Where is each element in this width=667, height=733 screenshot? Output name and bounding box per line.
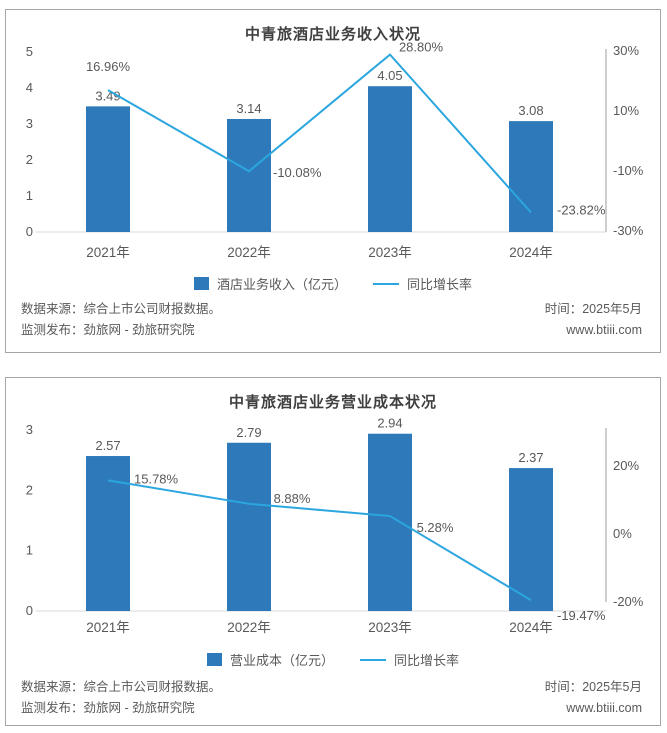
cost-chart-panel: 中青旅酒店业务营业成本状况 3 2 1 0 20% 0% -20% 2.57 2.79 2.94 2… (5, 377, 661, 726)
data-source-line: 数据来源：综合上市公司财报数据。 (21, 302, 222, 316)
bar-value-label: 3.08 (518, 103, 543, 118)
x-axis-category-label: 2023年 (368, 620, 412, 635)
x-axis-category-label: 2023年 (368, 245, 412, 260)
bar (227, 118, 271, 232)
legend-item-bar: 营业成本（亿元） (206, 650, 334, 669)
bar-value-label: 2.37 (518, 450, 543, 465)
bar-value-label: 2.94 (377, 416, 402, 431)
chart-legend: 营业成本（亿元） 同比增长率 (6, 650, 660, 669)
footer-meta-block: 时间：2025年5月 www.btiii.com (545, 677, 642, 719)
report-time: 时间：2025年5月 (544, 302, 642, 316)
report-time: 时间：2025年5月 (544, 680, 642, 694)
growth-point-label: -19.47% (557, 608, 606, 623)
x-axis-category-label: 2021年 (86, 620, 130, 635)
bar-value-label: 3.49 (95, 88, 120, 103)
growth-point-label: -10.08% (273, 165, 322, 180)
left-axis-tick: 3 (26, 422, 33, 437)
footer-source-block: 数据来源：综合上市公司财报数据。 监测发布：劲旅网 - 劲旅研究院 (21, 299, 221, 341)
left-axis-tick: 3 (26, 116, 33, 131)
left-axis-tick: 0 (26, 224, 33, 239)
legend-label-line: 同比增长率 (407, 277, 473, 292)
left-axis-tick: 0 (26, 603, 33, 618)
bar-value-label: 3.14 (236, 101, 261, 116)
legend-item-line: 同比增长率 (373, 274, 472, 293)
growth-point-label: 16.96% (86, 59, 131, 74)
bar (509, 468, 553, 611)
legend-label-line: 同比增长率 (394, 653, 460, 668)
bar (86, 456, 130, 611)
right-axis-tick: 10% (613, 103, 639, 118)
publisher-line: 监测发布：劲旅网 - 劲旅研究院 (21, 701, 195, 715)
revenue-chart: 5 4 3 2 1 0 30% 10% -10% -30% 3.49 3.14 4.05 3.08 2021… (26, 40, 644, 260)
growth-point-label: 28.80% (399, 40, 444, 55)
bar-series-swatch (206, 653, 222, 666)
left-axis-tick: 2 (26, 152, 33, 167)
website-link[interactable]: www.btiii.com (566, 323, 642, 337)
left-axis-tick: 5 (26, 44, 33, 59)
left-axis-tick: 4 (26, 80, 33, 95)
left-axis-tick: 1 (26, 543, 33, 558)
right-axis-tick: -10% (613, 163, 644, 178)
x-axis-category-label: 2022年 (227, 620, 271, 635)
chart-title: 中青旅酒店业务营业成本状况 (228, 394, 437, 411)
left-axis-tick: 2 (26, 482, 33, 497)
bar-value-label: 4.05 (377, 68, 402, 83)
growth-point-label: 5.28% (417, 520, 454, 535)
growth-point-label: 15.78% (134, 471, 179, 486)
left-axis-tick: 1 (26, 188, 33, 203)
growth-line (107, 53, 532, 214)
data-source-line: 数据来源：综合上市公司财报数据。 (21, 680, 222, 694)
right-axis-tick: 20% (613, 458, 639, 473)
legend-item-bar: 酒店业务收入（亿元） (193, 274, 347, 293)
legend-label-bar: 酒店业务收入（亿元） (216, 277, 347, 292)
legend-label-bar: 营业成本（亿元） (229, 653, 334, 668)
x-axis-category-label: 2021年 (86, 245, 130, 260)
right-axis-tick: 0% (613, 526, 632, 541)
revenue-chart-panel: 中青旅酒店业务收入状况 5 4 3 2 1 0 30% 10% -10% -30% 3.49 3.14… (5, 9, 661, 353)
bar (368, 433, 412, 611)
growth-point-label: 8.88% (274, 491, 311, 506)
right-axis-tick: -30% (613, 223, 644, 238)
x-axis-category-label: 2022年 (227, 245, 271, 260)
legend-item-line: 同比增长率 (360, 650, 459, 669)
bar-series-swatch (193, 277, 209, 290)
bar (227, 442, 271, 611)
line-series-swatch (360, 658, 386, 661)
bar (368, 86, 412, 232)
bar (86, 106, 130, 232)
bar-value-label: 2.79 (236, 425, 261, 440)
chart-legend: 酒店业务收入（亿元） 同比增长率 (6, 274, 660, 293)
website-link[interactable]: www.btiii.com (566, 701, 642, 715)
line-series-swatch (373, 282, 399, 285)
bar-value-label: 2.57 (95, 438, 120, 453)
growth-line (107, 479, 532, 602)
cost-chart: 3 2 1 0 20% 0% -20% 2.57 2.79 2.94 2.37 2021年 2022年 2… (26, 416, 644, 635)
footer-meta-block: 时间：2025年5月 www.btiii.com (545, 299, 642, 341)
right-axis-tick: -20% (613, 594, 644, 609)
right-axis-tick: 30% (613, 43, 639, 58)
x-axis-category-label: 2024年 (509, 245, 553, 260)
bar (509, 121, 553, 232)
growth-point-label: -23.82% (557, 202, 606, 217)
publisher-line: 监测发布：劲旅网 - 劲旅研究院 (21, 323, 195, 337)
footer-source-block: 数据来源：综合上市公司财报数据。 监测发布：劲旅网 - 劲旅研究院 (21, 677, 221, 719)
chart-title: 中青旅酒店业务收入状况 (244, 26, 421, 43)
x-axis-category-label: 2024年 (509, 620, 553, 635)
